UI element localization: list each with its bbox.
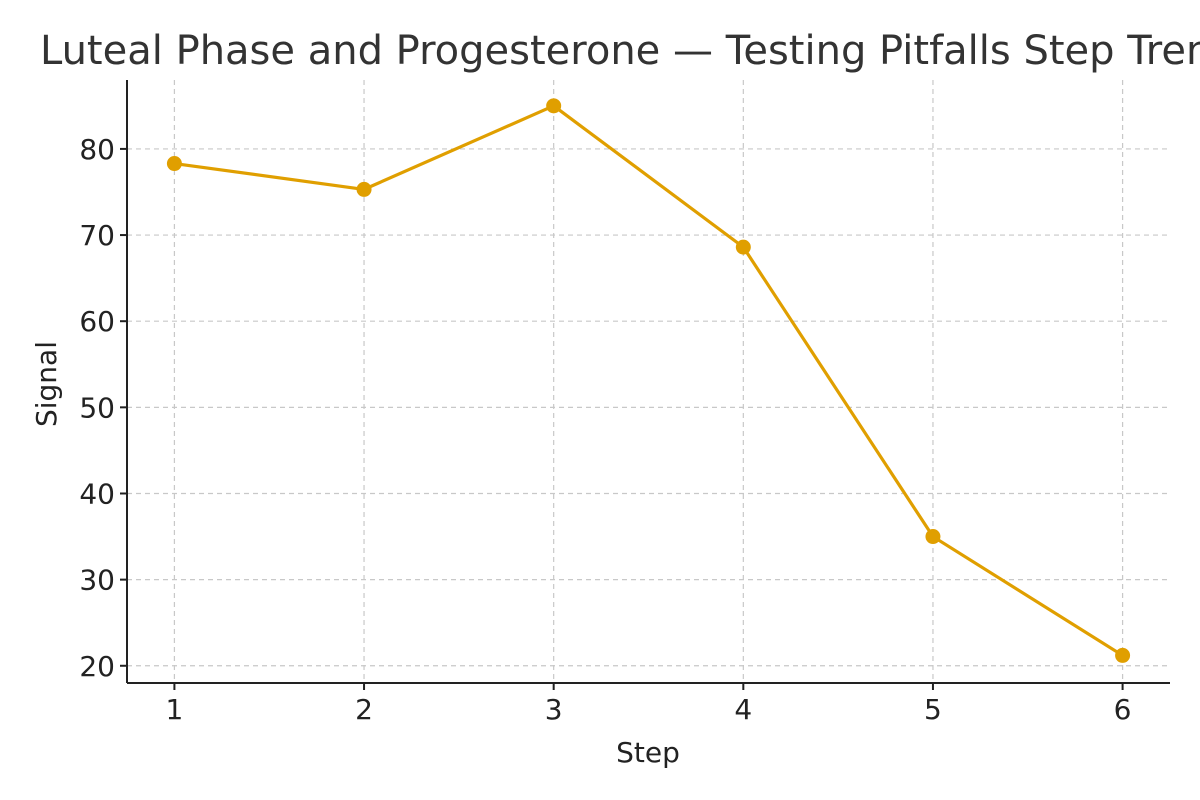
- x-tick-label: 4: [734, 693, 752, 726]
- x-tick-label: 5: [924, 693, 942, 726]
- grid: [127, 80, 1170, 683]
- y-axis-label: Signal: [30, 341, 63, 427]
- y-tick-label: 20: [79, 650, 115, 683]
- series-line-1: [172, 104, 1125, 658]
- x-axis-label: Step: [616, 736, 680, 769]
- data-point-3: [546, 98, 562, 114]
- chart-title: Luteal Phase and Progesterone — Testing …: [40, 28, 1200, 74]
- x-tick-label: 3: [545, 693, 563, 726]
- x-tick-label: 1: [165, 693, 183, 726]
- data-point-2: [356, 181, 372, 197]
- y-tick-label: 70: [79, 219, 115, 252]
- y-tick-label: 80: [79, 133, 115, 166]
- data-point-4: [735, 239, 751, 255]
- data-point-6: [1115, 647, 1131, 663]
- x-tick-label: 2: [355, 693, 373, 726]
- data-series: [166, 98, 1131, 663]
- data-point-5: [925, 529, 941, 545]
- y-tick-label: 50: [79, 391, 115, 424]
- y-tick-label: 60: [79, 305, 115, 338]
- y-tick-label: 40: [79, 477, 115, 510]
- data-point-1: [166, 156, 182, 172]
- x-tick-label: 6: [1114, 693, 1132, 726]
- axes: 1 2 3 4 5 6 20 30 40 50 60 70 80: [79, 80, 1170, 726]
- y-tick-label: 30: [79, 564, 115, 597]
